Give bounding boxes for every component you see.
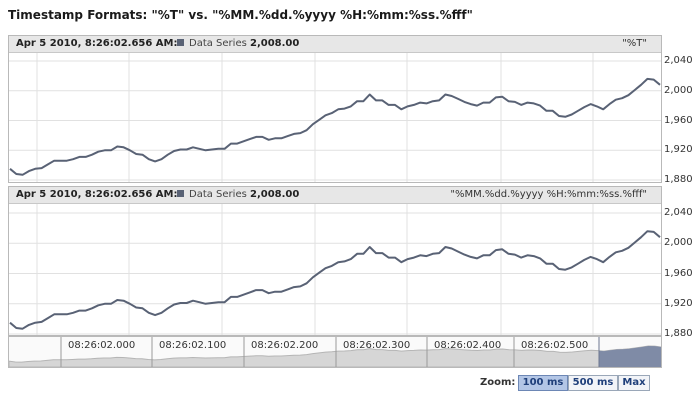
- navigator-time-label: 08:26:02.400: [434, 340, 501, 351]
- gridlines: [9, 204, 661, 335]
- panel-header: Apr 5 2010, 8:26:02.656 AM: Data Series …: [9, 36, 661, 53]
- y-tick-label: 2,000: [664, 84, 693, 96]
- time-navigator[interactable]: 08:26:02.000 08:26:02.100 08:26:02.200 08:2…: [8, 336, 662, 368]
- navigator-chart[interactable]: 08:26:02.000 08:26:02.100 08:26:02.200 08:2…: [8, 337, 662, 368]
- format-label: "%MM.%dd.%yyyy %H:%mm:%ss.%fff": [450, 189, 647, 200]
- y-tick-label: 1,960: [664, 114, 693, 126]
- navigator-area: [8, 345, 662, 368]
- series-name: Data Series: [189, 189, 247, 200]
- zoom-label: Zoom:: [480, 377, 516, 388]
- line-chart-top[interactable]: [9, 53, 661, 182]
- series-line: [9, 230, 661, 330]
- gridlines: [9, 53, 661, 182]
- series-swatch-icon: [177, 39, 184, 46]
- chart-panel-top: Apr 5 2010, 8:26:02.656 AM: Data Series …: [8, 35, 662, 183]
- navigator-selected-area: [599, 346, 661, 367]
- series-name: Data Series: [189, 38, 247, 49]
- y-tick-label: 1,960: [664, 267, 693, 279]
- y-tick-label: 1,920: [664, 144, 693, 156]
- zoom-100ms-button[interactable]: 100 ms: [518, 375, 568, 391]
- y-tick-label: 1,880: [664, 174, 693, 185]
- legend-entry: Data Series 2,008.00: [177, 187, 299, 203]
- chart-panel-bottom: Apr 5 2010, 8:26:02.656 AM: Data Series …: [8, 186, 662, 336]
- series-line: [9, 77, 661, 176]
- line-chart-bottom[interactable]: [9, 204, 661, 335]
- y-tick-label: 2,000: [664, 237, 693, 249]
- page-title: Timestamp Formats: "%T" vs. "%MM.%dd.%yy…: [8, 8, 473, 22]
- header-timestamp: Apr 5 2010, 8:26:02.656 AM:: [16, 189, 178, 200]
- navigator-time-label: 08:26:02.200: [251, 340, 318, 351]
- header-timestamp: Apr 5 2010, 8:26:02.656 AM:: [16, 38, 178, 49]
- panel-header: Apr 5 2010, 8:26:02.656 AM: Data Series …: [9, 187, 661, 204]
- series-value: 2,008.00: [250, 189, 300, 200]
- y-tick-label: 1,920: [664, 297, 693, 309]
- series-value: 2,008.00: [250, 38, 300, 49]
- legend-entry: Data Series 2,008.00: [177, 36, 299, 52]
- format-label: "%T": [622, 38, 647, 49]
- y-tick-label: 2,040: [664, 207, 693, 218]
- navigator-time-label: 08:26:02.500: [521, 340, 588, 351]
- zoom-max-button[interactable]: Max: [618, 375, 650, 391]
- navigator-time-label: 08:26:02.000: [68, 340, 135, 351]
- y-tick-label: 1,880: [664, 328, 693, 339]
- navigator-time-label: 08:26:02.300: [343, 340, 410, 351]
- zoom-500ms-button[interactable]: 500 ms: [568, 375, 618, 391]
- navigator-time-label: 08:26:02.100: [159, 340, 226, 351]
- series-swatch-icon: [177, 190, 184, 197]
- y-tick-label: 2,040: [664, 55, 693, 66]
